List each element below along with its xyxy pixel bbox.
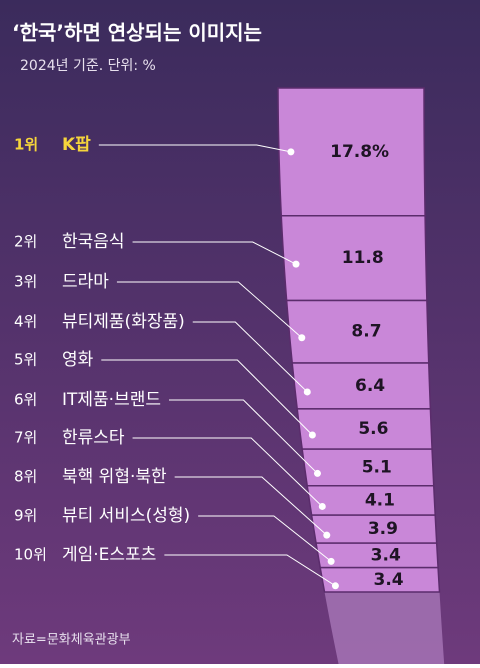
- value-label: 3.4: [373, 570, 403, 590]
- leader-dot: [287, 148, 295, 156]
- value-label: 8.7: [351, 322, 381, 342]
- leader-dot: [308, 431, 316, 439]
- rank-label: 1위: [14, 136, 38, 154]
- value-label: 6.4: [355, 376, 385, 396]
- leader-line: [169, 399, 318, 474]
- category-label: 영화: [62, 350, 94, 370]
- rank-label: 8위: [14, 468, 37, 486]
- leader-line: [164, 554, 336, 587]
- leader-line: [116, 281, 303, 339]
- leader-line: [98, 144, 292, 153]
- value-label: 4.1: [365, 490, 395, 510]
- category-label: 북핵 위협·북한: [62, 467, 167, 487]
- rank-label: 4위: [14, 313, 37, 331]
- leader-line: [101, 359, 313, 436]
- leader-dot: [292, 260, 300, 268]
- value-label: 3.4: [371, 545, 401, 565]
- leader-dot: [323, 531, 331, 539]
- leader-dot: [327, 557, 335, 565]
- value-label: 5.6: [358, 419, 388, 439]
- source: 자료=문화체육관광부: [12, 633, 131, 648]
- leader-line: [198, 515, 332, 562]
- chart-title: ‘한국’하면 연상되는 이미지는: [12, 21, 262, 45]
- value-label: 5.1: [362, 457, 392, 477]
- category-label: 한국음식: [62, 232, 125, 252]
- rank-label: 7위: [14, 429, 37, 447]
- value-label: 11.8: [342, 248, 384, 268]
- category-label: 뷰티제품(화장품): [62, 312, 185, 332]
- category-label: K팝: [62, 135, 91, 155]
- rank-label: 6위: [14, 391, 37, 409]
- segment: [319, 566, 441, 593]
- leader-dot: [298, 334, 306, 342]
- value-label: 17.8%: [330, 142, 389, 162]
- rank-label: 10위: [14, 546, 47, 564]
- leader-line: [192, 321, 308, 393]
- category-label: IT제품·브랜드: [62, 390, 161, 410]
- rank-label: 5위: [14, 351, 37, 369]
- subtitle: 2024년 기준. 단위: %: [20, 58, 156, 74]
- category-label: 드라마: [62, 272, 109, 292]
- value-label: 3.9: [368, 519, 398, 539]
- category-label: 한류스타: [62, 428, 125, 448]
- leader-dot: [318, 502, 326, 510]
- leader-dot: [303, 388, 311, 396]
- category-label: 뷰티 서비스(성형): [62, 506, 190, 526]
- leader-line: [132, 437, 323, 507]
- rank-label: 3위: [14, 273, 37, 291]
- leader-line: [174, 476, 328, 536]
- leader-line: [132, 241, 297, 265]
- rank-label: 2위: [14, 233, 37, 251]
- rank-label: 9위: [14, 507, 37, 525]
- leader-dot: [313, 469, 321, 477]
- category-label: 게임·E스포츠: [62, 545, 156, 565]
- leader-dot: [331, 582, 339, 590]
- band-tail: [324, 592, 445, 664]
